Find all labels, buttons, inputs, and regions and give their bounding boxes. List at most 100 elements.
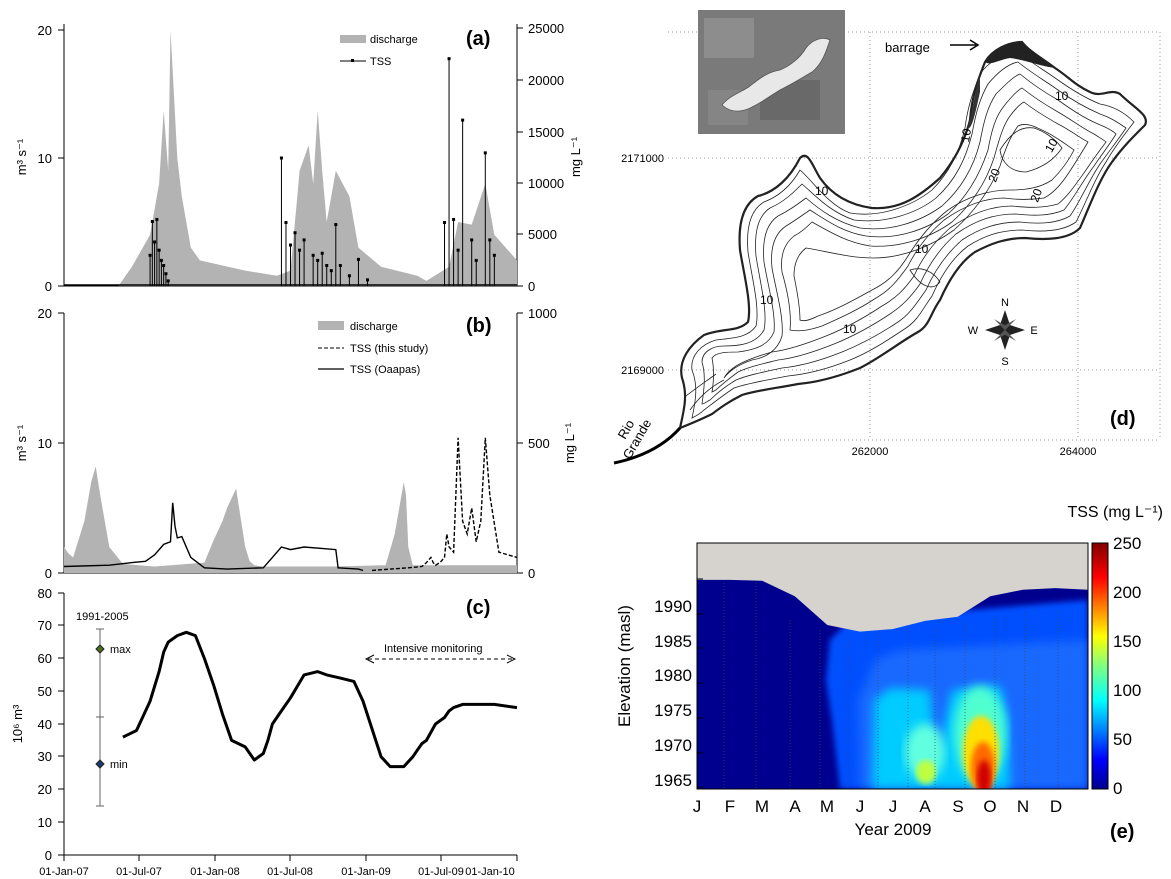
panel-a-right-ticks: 0 5000 10000 15000 20000 25000 <box>517 21 564 294</box>
panel-b-ytick-left: 10 <box>38 436 52 451</box>
lake-contour <box>781 101 1089 332</box>
lake-contour <box>701 61 1127 405</box>
panel-c-ytick: 10 <box>38 815 52 830</box>
panel-c-xtick: 01-Jan-07 <box>39 866 89 878</box>
panel-e-label: (e) <box>1110 821 1134 843</box>
heatmap-ytick: 1970 <box>654 736 692 755</box>
heatmap-xlabel: Year 2009 <box>855 820 932 839</box>
panel-a-ytick-left: 0 <box>45 279 52 294</box>
panel-a-ylabel-right: mg L⁻¹ <box>568 136 583 177</box>
satellite-inset <box>698 10 845 134</box>
tss-point <box>338 264 342 268</box>
month-tick: J <box>889 797 898 816</box>
tss-point <box>164 272 168 276</box>
tss-point <box>483 151 487 155</box>
panel-a-ytick-right: 0 <box>528 279 535 294</box>
reference-label: 1991-2005 <box>76 611 129 623</box>
tss-point <box>159 258 163 262</box>
rio-grande: Rio Grande <box>613 416 682 465</box>
contour-label: 20 <box>1027 186 1045 204</box>
reference-min-marker <box>95 759 105 769</box>
map-grid <box>668 31 1161 441</box>
legend-label: discharge <box>370 34 418 46</box>
barrage-label: barrage <box>885 40 930 55</box>
panel-e-heatmap: 1965 1970 1975 1980 1985 1990 Elevation … <box>615 504 1163 843</box>
tss-point <box>461 118 465 122</box>
legend-label: TSS <box>370 56 391 68</box>
tss-point <box>320 251 324 255</box>
colorbar-tick: 250 <box>1113 534 1141 553</box>
panel-c-ytick: 60 <box>38 651 52 666</box>
month-tick: J <box>693 797 702 816</box>
colorbar-tick: 150 <box>1113 632 1141 651</box>
lake-contour <box>909 268 941 288</box>
lake-contour <box>999 127 1063 173</box>
tss-point <box>488 238 492 242</box>
heatmap-ytick: 1965 <box>654 771 692 790</box>
tss-point <box>356 257 360 261</box>
panel-a-ytick-right: 20000 <box>528 73 564 88</box>
tss-point <box>153 240 157 244</box>
tss-point <box>293 231 297 235</box>
heatmap-dotted-lines <box>723 583 1059 789</box>
panel-c: 0 10 20 30 40 50 60 70 80 01-Jan-07 01-J… <box>10 586 518 878</box>
heatmap-region-green <box>916 760 936 784</box>
heatmap-ytick: 1990 <box>654 597 692 616</box>
heatmap-ytick: 1985 <box>654 632 692 651</box>
panel-c-xtick: 01-Jan-10 <box>465 866 515 878</box>
colorbar-tick: 0 <box>1113 779 1122 798</box>
contour-label: 10 <box>760 293 774 307</box>
legend-label: TSS (this study) <box>350 343 428 355</box>
heatmap-ytick: 1975 <box>654 701 692 720</box>
tss-point <box>443 221 447 225</box>
tss-point <box>150 219 154 223</box>
tss-point <box>148 253 152 257</box>
contour-label: 10 <box>915 242 929 256</box>
lake-contour <box>691 51 1135 419</box>
month-tick: A <box>789 797 801 816</box>
tss-point <box>470 238 474 242</box>
panel-a-ytick-left: 20 <box>38 23 52 38</box>
contour-label: 10 <box>1042 136 1061 155</box>
compass-e: E <box>1030 325 1037 337</box>
panel-a-ytick-right: 25000 <box>528 21 564 36</box>
panel-a-legend: discharge TSS <box>340 34 418 68</box>
map-ytick: 2169000 <box>621 365 664 377</box>
series-discharge-area <box>64 466 517 573</box>
month-tick: D <box>1050 797 1062 816</box>
tss-point <box>298 248 302 252</box>
heatmap-surface <box>697 543 1088 632</box>
panel-c-ytick: 20 <box>38 782 52 797</box>
tss-point <box>347 274 351 278</box>
contour-labels: 10 10 10 10 10 20 20 10 10 <box>760 89 1069 336</box>
compass-rose: N S E W <box>968 297 1038 368</box>
panel-a-ytick-left: 10 <box>38 151 52 166</box>
lake-shore-dark <box>968 72 980 129</box>
colorbar-tick: 200 <box>1113 583 1141 602</box>
panel-c-ytick: 50 <box>38 684 52 699</box>
reference-range: 1991-2005 max min <box>76 611 131 807</box>
lake-contour <box>711 73 1117 393</box>
tss-point <box>447 57 451 61</box>
contour-label: 10 <box>843 322 857 336</box>
contour-label: 10 <box>815 184 829 198</box>
month-tick: M <box>755 797 769 816</box>
heatmap-region-red <box>977 760 991 789</box>
panel-b-ytick-right: 500 <box>528 436 550 451</box>
series-line-1 <box>63 502 364 572</box>
panel-c-label: (c) <box>466 597 490 619</box>
compass-w: W <box>968 325 979 337</box>
panel-c-ytick: 80 <box>38 586 52 601</box>
reference-max-marker <box>95 644 105 654</box>
tss-point <box>289 243 292 247</box>
lake-contour <box>723 87 1107 379</box>
month-tick: N <box>1017 797 1029 816</box>
panel-a-ytick-right: 15000 <box>528 125 564 140</box>
heatmap-ytick: 1980 <box>654 666 692 685</box>
month-tick: A <box>919 797 931 816</box>
barrage-annotation: barrage <box>885 39 980 55</box>
panel-a: 0 10 20 0 5000 10000 15000 20000 25000 m… <box>14 21 583 294</box>
map-xtick: 262000 <box>852 446 889 458</box>
heatmap-ylabel: Elevation (masl) <box>615 605 634 727</box>
contour-label: 10 <box>958 127 974 143</box>
